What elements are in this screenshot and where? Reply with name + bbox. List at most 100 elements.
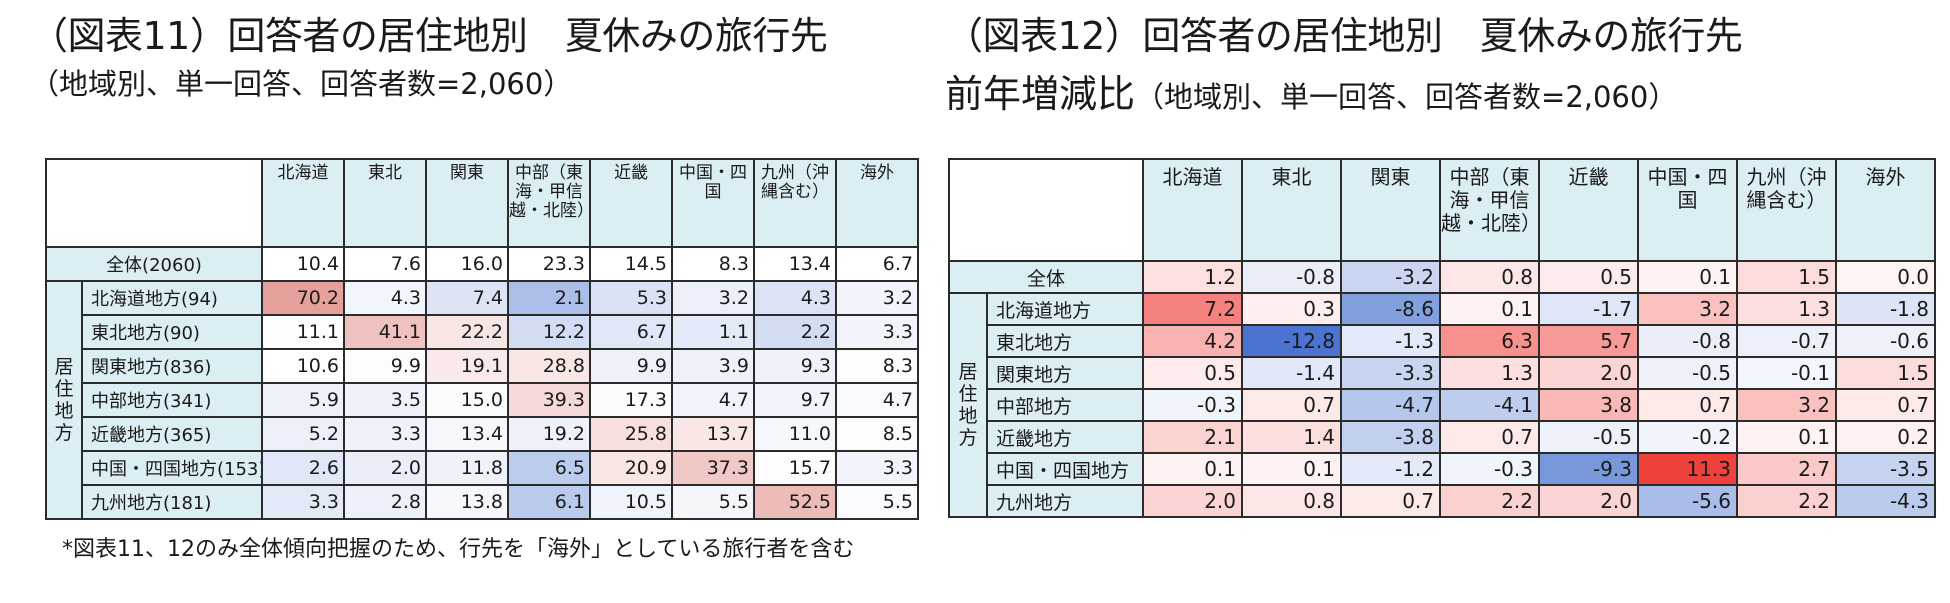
- figure11-value-cell: 17.3: [589, 382, 673, 418]
- figure12-value-cell: 0.3: [1241, 292, 1342, 326]
- figure12-row-label: 中部地方: [986, 388, 1144, 422]
- figure11-value-cell: 10.6: [261, 348, 345, 384]
- figure12-value-cell: 5.7: [1538, 324, 1639, 358]
- figure11-value-cell: 4.7: [835, 382, 919, 418]
- figure11-value-cell: 15.0: [425, 382, 509, 418]
- figure11-value-cell: 13.8: [425, 484, 509, 520]
- figure12-value-cell: 2.2: [1439, 484, 1540, 518]
- figure11-value-cell: 3.3: [261, 484, 345, 520]
- figure11-row-label: 近畿地方(365): [81, 416, 263, 452]
- figure11-value-cell: 9.3: [753, 348, 837, 384]
- figure11-total-cell: 7.6: [343, 246, 427, 282]
- figure11-value-cell: 3.5: [343, 382, 427, 418]
- figure12-col-header-4: 近畿: [1538, 158, 1639, 262]
- figure12-value-cell: -0.8: [1637, 324, 1738, 358]
- figure12-value-cell: -0.3: [1439, 452, 1540, 486]
- figure11-row-label: 中部地方(341): [81, 382, 263, 418]
- figure12-value-cell: 4.2: [1142, 324, 1243, 358]
- figure12-value-cell: -0.1: [1736, 356, 1837, 390]
- figure11-data-row: 九州地方(181) 3.3 2.8 13.8 6.1 10.5 5.5 52.5 5.5: [46, 484, 919, 520]
- figure12-total-cell: -3.2: [1340, 260, 1441, 294]
- figure11-row-label: 九州地方(181): [81, 484, 263, 520]
- figure12-total-cell: 0.8: [1439, 260, 1540, 294]
- figure11-total-cell: 16.0: [425, 246, 509, 282]
- figure12-group-label: 居住地方: [948, 292, 988, 518]
- figure11-row-label: 関東地方(836): [81, 348, 263, 384]
- figure11-value-cell: 5.3: [589, 280, 673, 316]
- figure11-value-cell: 3.2: [835, 280, 919, 316]
- figure12-value-cell: 7.2: [1142, 292, 1243, 326]
- figure12-value-cell: 2.0: [1142, 484, 1243, 518]
- figure12-value-cell: 11.3: [1637, 452, 1738, 486]
- figure11-data-row: 関東地方(836) 10.6 9.9 19.1 28.8 9.9 3.9 9.3 8.3: [46, 348, 919, 384]
- figure11-total-label: 全体(2060): [45, 246, 263, 282]
- figure12-value-cell: -3.5: [1835, 452, 1936, 486]
- figure12-value-cell: 1.3: [1736, 292, 1837, 326]
- figure12-total-cell: -0.8: [1241, 260, 1342, 294]
- figure12-total-cell: 1.5: [1736, 260, 1837, 294]
- figure12-value-cell: 2.1: [1142, 420, 1243, 454]
- figure11-value-cell: 5.5: [671, 484, 755, 520]
- figure12-value-cell: -3.8: [1340, 420, 1441, 454]
- figure11-col-header-6: 九州（沖縄含む）: [753, 158, 837, 248]
- figure12-value-cell: 0.8: [1241, 484, 1342, 518]
- figure12-value-cell: -1.8: [1835, 292, 1936, 326]
- figure12-total-cell: 0.5: [1538, 260, 1639, 294]
- figure12-col-header-6: 九州（沖縄含む）: [1736, 158, 1837, 262]
- figure12-value-cell: -5.6: [1637, 484, 1738, 518]
- figure12-value-cell: 3.2: [1736, 388, 1837, 422]
- figure11-value-cell: 20.9: [589, 450, 673, 486]
- figure12-col-header-5: 中国・四国: [1637, 158, 1738, 262]
- figure12-value-cell: -0.5: [1637, 356, 1738, 390]
- figure11-data-row: 居住地方 北海道地方(94) 70.2 4.3 7.4 2.1 5.3 3.2 4.3 3.2: [45, 280, 919, 520]
- figure12-value-cell: 2.7: [1736, 452, 1837, 486]
- figure11-col-header-5: 中国・四国: [671, 158, 755, 248]
- figure11-row-label: 北海道地方(94): [81, 280, 263, 316]
- figure11-value-cell: 37.3: [671, 450, 755, 486]
- figure12-value-cell: -9.3: [1538, 452, 1639, 486]
- figure11-col-header-2: 関東: [425, 158, 509, 248]
- figure12-value-cell: 0.7: [1241, 388, 1342, 422]
- figure12-data-row: 東北地方 4.2 -12.8 -1.3 6.3 5.7 -0.8 -0.7 -0.6: [949, 324, 1936, 358]
- figure12-value-cell: -0.3: [1142, 388, 1243, 422]
- figure12-value-cell: -0.2: [1637, 420, 1738, 454]
- figure12-value-cell: 0.7: [1835, 388, 1936, 422]
- figure11-group-label-text: 居住地方: [54, 356, 74, 444]
- figure11-value-cell: 2.8: [343, 484, 427, 520]
- figure12-value-cell: 2.0: [1538, 356, 1639, 390]
- figure11-total-cell: 6.7: [835, 246, 919, 282]
- figure12-value-cell: -4.1: [1439, 388, 1540, 422]
- figure11-col-header-4: 近畿: [589, 158, 673, 248]
- figure11-value-cell: 12.2: [507, 314, 591, 350]
- figure12-corner-cell: [948, 158, 1144, 262]
- figure12-value-cell: -12.8: [1241, 324, 1342, 358]
- figure12-row-label: 中国・四国地方: [986, 452, 1144, 486]
- figure11-value-cell: 13.7: [671, 416, 755, 452]
- figure11-value-cell: 1.1: [671, 314, 755, 350]
- figure12-value-cell: -0.6: [1835, 324, 1936, 358]
- figure12-value-cell: 0.2: [1835, 420, 1936, 454]
- figure11-value-cell: 19.2: [507, 416, 591, 452]
- figure12-data-row: 中部地方 -0.3 0.7 -4.7 -4.1 3.8 0.7 3.2 0.7: [949, 388, 1936, 422]
- figure11-value-cell: 5.9: [261, 382, 345, 418]
- figure11-table: 北海道 東北 関東 中部（東海・甲信越・北陸） 近畿 中国・四国 九州（沖縄含む） 海外 全体(…: [45, 158, 919, 520]
- figure12-table: 北海道 東北 関東 中部（東海・甲信越・北陸） 近畿 中国・四国 九州（沖縄含む） 海外 全体 1…: [948, 158, 1936, 518]
- figure11-value-cell: 19.1: [425, 348, 509, 384]
- figure12-data-row: 九州地方 2.0 0.8 0.7 2.2 2.0 -5.6 2.2 -4.3: [949, 484, 1936, 518]
- figure12-data-row: 近畿地方 2.1 1.4 -3.8 0.7 -0.5 -0.2 0.1 0.2: [949, 420, 1936, 454]
- figure12-value-cell: 0.1: [1142, 452, 1243, 486]
- figure11-value-cell: 7.4: [425, 280, 509, 316]
- figure12-total-cell: 0.1: [1637, 260, 1738, 294]
- figure11-total-cell: 8.3: [671, 246, 755, 282]
- figure11-col-header-3: 中部（東海・甲信越・北陸）: [507, 158, 591, 248]
- figure12-row-label: 東北地方: [986, 324, 1144, 358]
- figure11-data-row: 近畿地方(365) 5.2 3.3 13.4 19.2 25.8 13.7 11.0 8.5: [46, 416, 919, 452]
- figure11-total-cell: 13.4: [753, 246, 837, 282]
- figure11-value-cell: 9.9: [343, 348, 427, 384]
- figure11-value-cell: 5.2: [261, 416, 345, 452]
- figure12-total-cell: 1.2: [1142, 260, 1243, 294]
- figure12-value-cell: -1.4: [1241, 356, 1342, 390]
- figure11-value-cell: 6.1: [507, 484, 591, 520]
- figure12-value-cell: 3.2: [1637, 292, 1738, 326]
- figure12-col-header-1: 東北: [1241, 158, 1342, 262]
